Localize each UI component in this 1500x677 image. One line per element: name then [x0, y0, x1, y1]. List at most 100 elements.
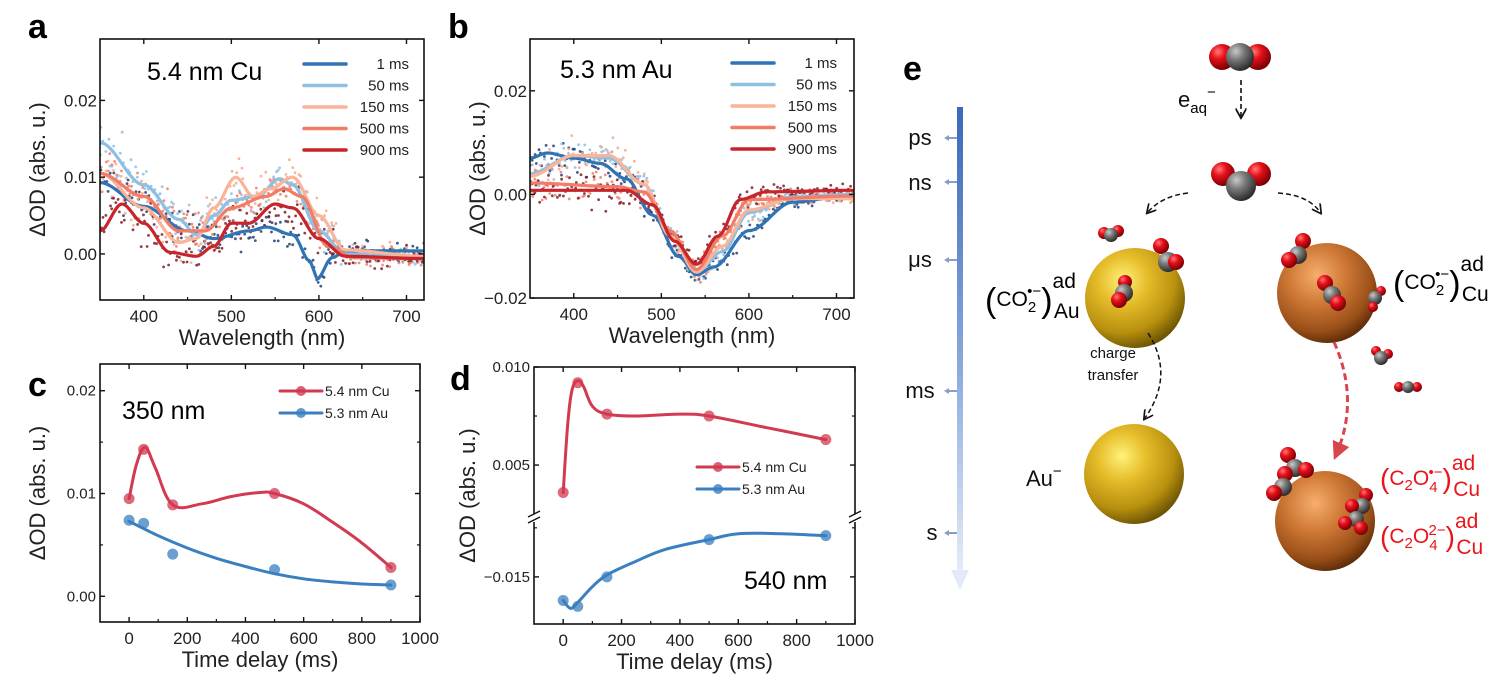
data-point [829, 183, 833, 187]
data-point [550, 194, 554, 198]
y-axis-title: ΔOD (abs. u.) [455, 428, 480, 563]
data-point [603, 159, 607, 163]
data-point [548, 192, 552, 195]
data-point [252, 211, 256, 215]
data-point [106, 190, 110, 193]
data-point [759, 188, 763, 192]
data-point [115, 176, 118, 179]
data-point [318, 246, 322, 250]
data-point [145, 210, 149, 214]
data-point [234, 201, 238, 205]
data-point [188, 247, 191, 251]
data-point [351, 243, 355, 247]
data-point [639, 206, 642, 210]
data-point [237, 189, 241, 193]
data-point [178, 256, 181, 259]
data-point [175, 245, 178, 248]
data-point [155, 199, 159, 203]
data-point [633, 197, 637, 201]
data-point [230, 169, 234, 173]
data-point [748, 223, 752, 227]
timeline-ticks: ps ns μs ms s [905, 125, 957, 545]
data-point [166, 187, 169, 191]
legend-marker [296, 386, 306, 396]
data-point [762, 202, 765, 206]
data-point [390, 246, 394, 249]
data-point [238, 191, 242, 195]
data-point [316, 281, 320, 284]
data-point [579, 173, 583, 177]
fit-line-900ms [100, 202, 424, 261]
data-point [118, 151, 122, 155]
data-point [642, 174, 646, 178]
data-point [288, 242, 291, 246]
data-point [600, 145, 603, 149]
data-point [112, 196, 115, 200]
data-point [560, 177, 563, 181]
data-point [190, 250, 193, 254]
data-point [141, 192, 144, 195]
dashed-arrow-dimerization [1332, 341, 1350, 460]
data-point [557, 164, 561, 167]
au-anion-nanoparticle-icon [1084, 424, 1184, 524]
data-point [179, 259, 183, 263]
data-point [332, 224, 336, 228]
x-tick-label: 800 [782, 631, 810, 650]
data-point [253, 239, 257, 243]
data-point [558, 194, 561, 197]
data-point [268, 220, 272, 224]
data-point [642, 193, 646, 196]
data-point [319, 284, 323, 288]
data-point [689, 275, 693, 279]
data-point [195, 242, 198, 246]
data-point [841, 182, 845, 186]
data-point [419, 263, 423, 267]
data-point [239, 250, 243, 254]
data-point [234, 226, 238, 230]
data-point [129, 158, 133, 162]
data-point [152, 223, 156, 226]
data-point [190, 222, 194, 226]
data-point [259, 230, 263, 233]
x-tick-label: 500 [647, 305, 675, 324]
data-point [616, 146, 620, 150]
data-point [574, 181, 578, 184]
y-tick-label: 0.01 [64, 168, 97, 187]
au-anion-label: Au− [1026, 463, 1062, 491]
data-point [315, 196, 319, 200]
data-point [164, 212, 168, 216]
data-point [115, 173, 119, 177]
data-point [608, 174, 612, 178]
data-point [714, 230, 717, 234]
data-point [592, 178, 596, 181]
data-point [164, 235, 168, 239]
data-point [610, 180, 614, 184]
data-point [241, 225, 245, 228]
fit-line-1ms [530, 151, 854, 277]
data-point [208, 202, 212, 206]
data-point [139, 245, 143, 249]
y-tick-label: −0.015 [484, 569, 530, 586]
data-point [597, 198, 600, 202]
data-point [171, 205, 174, 209]
data-point [175, 255, 179, 258]
charge-transfer-label-line1: charge [1090, 345, 1136, 362]
y-axis: 0.00 0.01 0.02 [64, 91, 424, 264]
data-point [211, 233, 214, 236]
data-point [328, 261, 332, 265]
data-point [606, 149, 609, 153]
data-point [546, 178, 550, 182]
timeline-label-ps: ps [908, 125, 931, 150]
panel-title: 5.4 nm Cu [147, 58, 262, 86]
data-point [156, 203, 160, 207]
data-point [396, 241, 399, 245]
fit-line-900ms [530, 188, 854, 266]
data-point [184, 250, 188, 254]
data-point [162, 199, 166, 203]
data-point [136, 223, 140, 226]
panel-b-spectra-au: 400 500 600 700 Wavelength (nm) −0.02 0.00 0.02… [448, 8, 855, 348]
data-point [388, 265, 392, 268]
data-point [652, 189, 655, 193]
data-point [567, 147, 571, 151]
data-point [267, 215, 271, 219]
